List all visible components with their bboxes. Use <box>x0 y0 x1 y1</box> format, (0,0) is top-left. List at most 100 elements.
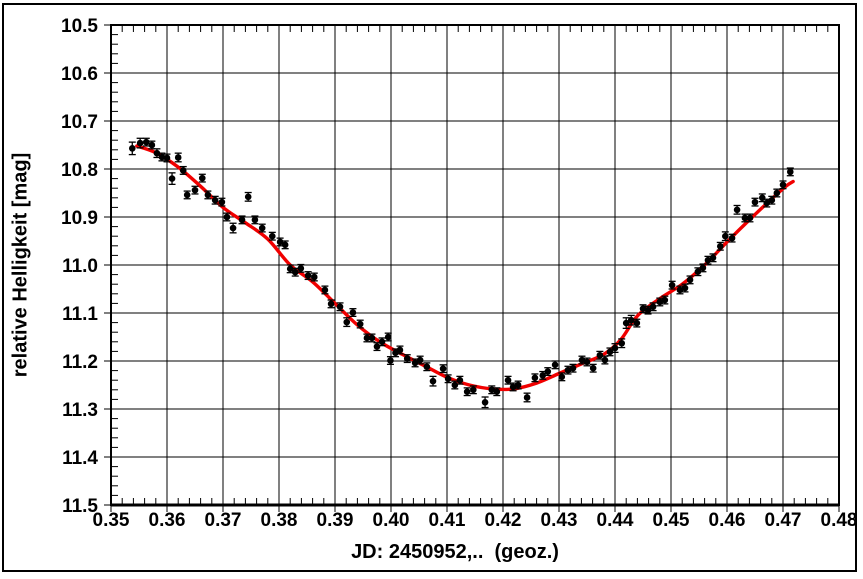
x-tick-label: 0.44 <box>597 510 634 531</box>
data-point <box>223 212 231 222</box>
data-point <box>198 173 206 183</box>
data-point <box>578 355 586 365</box>
data-point <box>310 272 318 282</box>
data-point <box>258 223 266 233</box>
data-point <box>639 304 647 314</box>
data-point <box>716 241 724 251</box>
data-point <box>286 264 294 274</box>
data-point <box>763 198 771 208</box>
data-point <box>531 373 539 383</box>
data-point <box>163 153 171 163</box>
data-point <box>297 263 305 273</box>
data-point <box>444 374 452 384</box>
data-point <box>136 137 144 149</box>
x-tick-label: 0.38 <box>261 510 298 531</box>
data-point <box>281 240 289 250</box>
data-point <box>539 370 547 380</box>
y-tick-label: 11.4 <box>62 448 98 469</box>
x-tick-label: 0.40 <box>373 510 410 531</box>
data-point <box>229 222 237 234</box>
data-point <box>158 152 166 162</box>
data-point <box>564 365 572 375</box>
x-axis-title: JD: 2450952,.. (geoz.) <box>351 541 559 563</box>
data-point <box>699 263 707 273</box>
data-point <box>349 308 357 318</box>
x-tick-label: 0.48 <box>821 510 858 531</box>
data-point <box>751 197 759 207</box>
y-tick-label: 11.3 <box>62 400 98 421</box>
data-point <box>728 233 736 243</box>
data-point <box>786 167 794 177</box>
x-tick-label: 0.45 <box>653 510 690 531</box>
y-tick-label: 10.8 <box>61 160 98 181</box>
figure-border <box>2 3 857 572</box>
data-point <box>633 318 641 328</box>
data-point <box>504 375 512 385</box>
data-point <box>686 275 694 285</box>
y-tick-label: 10.5 <box>61 16 98 37</box>
tick-labels: 0.35 0.36 0.37 0.38 0.39 0.40 0.41 0.42 0.43 0.44… <box>61 16 857 531</box>
x-tick-label: 0.42 <box>485 510 522 531</box>
x-tick-label: 0.41 <box>429 510 466 531</box>
data-point <box>569 363 577 373</box>
x-tick-label: 0.37 <box>205 510 242 531</box>
data-point <box>618 338 626 349</box>
figure-border-rect <box>2 3 857 572</box>
data-point <box>544 367 552 377</box>
data-point <box>644 305 652 315</box>
data-point <box>218 197 226 207</box>
data-point <box>463 387 471 397</box>
y-tick-label: 11.1 <box>62 304 98 325</box>
data-point <box>204 190 212 200</box>
data-point <box>456 375 464 385</box>
data-point <box>174 152 182 163</box>
data-point <box>768 195 776 205</box>
data-point <box>601 355 609 365</box>
data-point <box>183 190 191 200</box>
data-point <box>403 354 411 364</box>
x-tick-label: 0.36 <box>149 510 186 531</box>
data-point <box>551 360 559 370</box>
data-point <box>179 165 187 175</box>
y-tick-label: 10.9 <box>61 208 98 229</box>
data-point <box>746 213 754 223</box>
data-point <box>336 302 344 312</box>
y-tick-label: 11.0 <box>62 256 98 277</box>
data-point <box>661 295 669 305</box>
data-point <box>439 364 447 374</box>
y-axis-title: relative Helligkeit [mag] <box>9 152 32 378</box>
data-point <box>128 141 136 156</box>
data-point <box>321 285 329 295</box>
data-point <box>148 140 156 150</box>
data-point <box>779 180 787 190</box>
data-point <box>373 342 381 352</box>
data-point <box>709 253 717 263</box>
data-point <box>268 231 276 241</box>
data-point <box>429 375 437 387</box>
data-point <box>168 172 176 186</box>
minor-ticks <box>112 26 829 504</box>
y-tick-label: 11.2 <box>62 352 98 373</box>
x-tick-label: 0.47 <box>765 510 802 531</box>
data-point <box>622 317 630 330</box>
data-point <box>668 280 676 290</box>
y-tick-label: 11.5 <box>62 496 98 517</box>
data-point <box>583 357 591 367</box>
data-point <box>356 319 364 329</box>
data-point <box>558 372 566 382</box>
data-point <box>627 314 635 326</box>
data-point <box>493 387 501 397</box>
x-tick-label: 0.46 <box>709 510 746 531</box>
data-point <box>327 299 335 309</box>
data-point <box>773 188 781 198</box>
data-point <box>191 185 199 195</box>
data-point <box>514 380 522 390</box>
data-point <box>386 356 394 366</box>
data-point <box>481 396 489 409</box>
data-point <box>423 362 431 372</box>
data-point <box>211 195 219 205</box>
data-point <box>251 215 259 225</box>
data-point <box>396 345 404 355</box>
